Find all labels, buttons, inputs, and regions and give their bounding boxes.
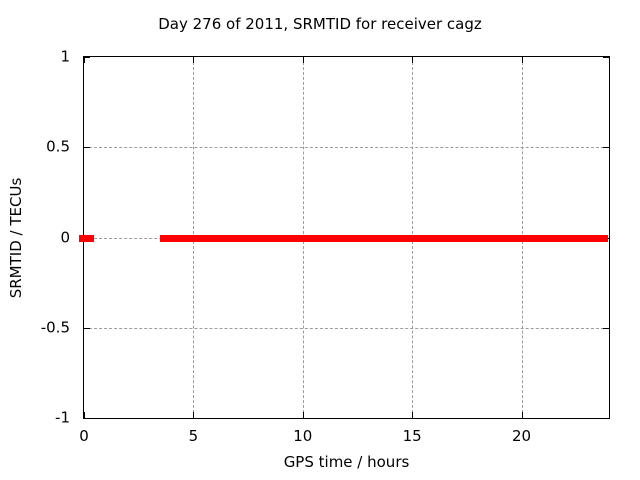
- y-tick-mark-right: [603, 418, 609, 419]
- x-tick-mark-top: [521, 57, 523, 63]
- y-gridline: [84, 147, 609, 149]
- x-tick-label: 0: [79, 427, 89, 445]
- x-tick-label: 10: [293, 427, 313, 445]
- y-tick-mark: [84, 57, 90, 58]
- series-segment: [79, 234, 94, 242]
- y-axis-title: SRMTID / TECUs: [7, 177, 25, 299]
- y-tick-mark-right: [603, 57, 609, 58]
- y-tick-label: -1: [55, 408, 70, 427]
- x-tick-mark: [193, 412, 195, 418]
- y-tick-mark: [84, 327, 90, 329]
- y-tick-mark-right: [603, 327, 609, 329]
- y-tick-mark: [84, 147, 90, 149]
- x-tick-mark-top: [193, 57, 195, 63]
- y-tick-mark: [84, 418, 90, 419]
- y-tick-label: 0.5: [46, 137, 70, 156]
- y-gridline: [84, 327, 609, 329]
- x-tick-mark: [412, 412, 414, 418]
- x-axis-title: GPS time / hours: [283, 453, 410, 471]
- plot-area: 0 5 10 15 20 -1 -0.5 0 0.5 1: [41, 48, 610, 445]
- x-tick-mark-top: [302, 57, 304, 63]
- y-tick-label: -0.5: [40, 318, 70, 337]
- x-tick-mark: [521, 412, 523, 418]
- y-tick-label: 1: [60, 47, 70, 66]
- x-tick-label: 20: [511, 427, 532, 445]
- x-tick-label: 5: [188, 427, 199, 445]
- series-segment: [160, 234, 608, 242]
- x-tick-mark-top: [412, 57, 414, 63]
- x-tick-mark-top: [84, 57, 85, 63]
- x-tick-label: 15: [402, 427, 422, 445]
- chart-title: Day 276 of 2011, SRMTID for receiver cag…: [158, 15, 482, 33]
- x-tick-mark: [302, 412, 304, 418]
- x-tick-mark: [84, 412, 85, 418]
- y-tick-mark-right: [603, 147, 609, 149]
- y-tick-label: 0: [60, 228, 70, 247]
